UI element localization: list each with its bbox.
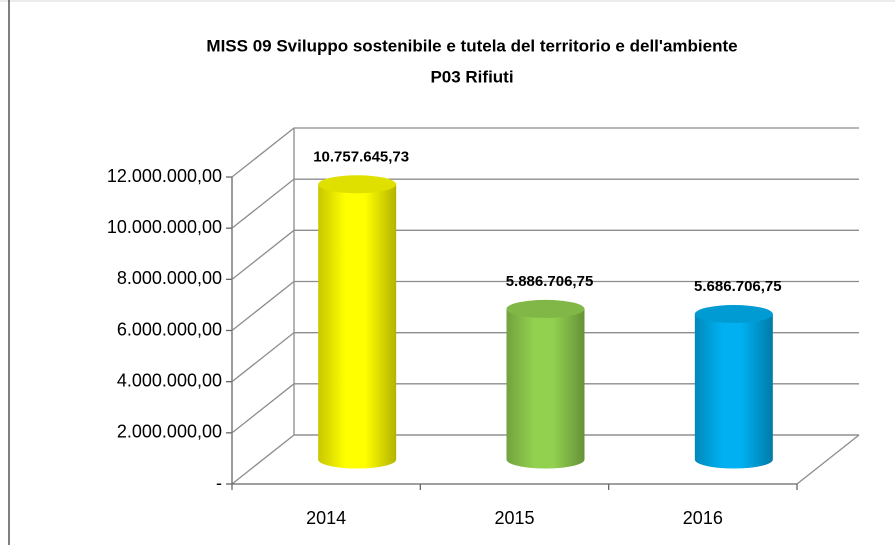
grid-line [231,229,859,280]
y-tick-label: 2.000.000,00 [117,422,222,442]
y-tick-label: 6.000.000,00 [117,319,222,339]
floor-edge [796,434,860,485]
x-tick-label: 2015 [494,508,534,528]
y-tick-label: 8.000.000,00 [117,268,222,288]
grid-line [231,127,859,178]
cylinder [318,184,397,469]
grid-line [231,332,859,383]
grid-line [231,383,859,434]
x-tick-label: 2014 [306,508,346,528]
cylinder-top [694,305,773,324]
grid-line [231,280,859,332]
chart-title: MISS 09 Sviluppo sostenibile e tutela de… [206,36,737,55]
grid-line [231,178,859,229]
x-tick-label: 2016 [683,508,723,528]
chart-subtitle: P03 Rifiuti [430,67,513,86]
grid-line [231,434,859,485]
cylinder-top [506,299,585,318]
y-tick-label: 10.000.000,00 [107,217,222,237]
y-tick-label: 4.000.000,00 [117,370,222,390]
cylinder [694,314,773,469]
value-label: 5.886.706,75 [506,273,594,290]
cylinder [506,308,585,469]
value-label: 5.686.706,75 [694,278,782,295]
y-tick-label: 12.000.000,00 [107,166,222,186]
value-label: 10.757.645,73 [313,148,409,165]
cylinder-top [318,175,397,194]
y-tick-label: - [216,473,222,493]
